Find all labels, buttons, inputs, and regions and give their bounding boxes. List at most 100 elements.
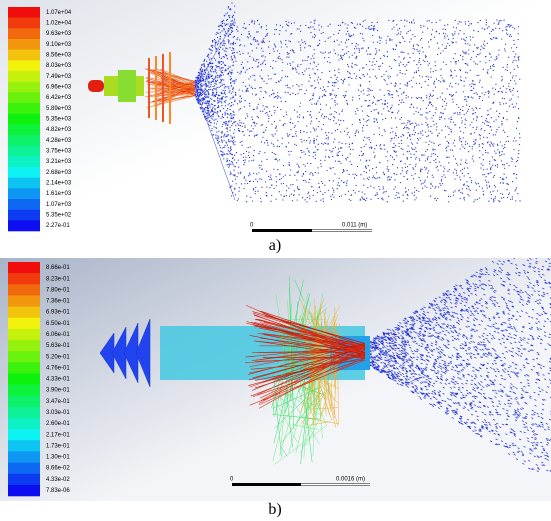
particle: [220, 150, 222, 152]
particle: [375, 194, 377, 196]
particle: [319, 87, 321, 89]
particle: [472, 430, 475, 432]
particle: [244, 100, 246, 102]
particle: [454, 178, 456, 180]
particle: [231, 42, 233, 45]
particle: [266, 35, 268, 37]
particle: [446, 146, 448, 148]
particle: [476, 93, 478, 95]
particle: [289, 121, 291, 123]
particle: [356, 174, 358, 177]
particle: [368, 176, 370, 178]
particle: [533, 447, 536, 450]
particle: [411, 192, 413, 194]
particle: [501, 38, 503, 40]
particle: [286, 63, 289, 65]
particle: [224, 53, 227, 55]
particle: [303, 131, 305, 133]
particle: [292, 67, 294, 70]
particle: [243, 106, 245, 108]
particle: [444, 369, 448, 371]
particle: [209, 125, 211, 127]
particle: [228, 66, 230, 68]
particle: [425, 56, 427, 58]
particle: [224, 101, 226, 103]
particle: [221, 97, 224, 99]
particle: [482, 288, 485, 291]
particle: [231, 185, 233, 187]
particle: [269, 110, 271, 112]
particle: [219, 109, 221, 111]
particle: [404, 348, 407, 351]
particle: [504, 322, 507, 324]
particle: [327, 142, 329, 145]
particle: [229, 126, 231, 128]
particle: [386, 168, 388, 170]
particle: [450, 196, 452, 198]
particle: [400, 357, 403, 360]
particle: [450, 128, 452, 130]
particle: [356, 64, 358, 66]
particle: [273, 153, 275, 155]
particle: [475, 139, 477, 141]
particle: [495, 55, 497, 57]
particle: [391, 104, 393, 106]
particle: [395, 48, 397, 50]
scale-label: 0: [250, 223, 254, 229]
particle: [370, 341, 373, 344]
particle: [516, 375, 519, 378]
particle: [389, 336, 393, 339]
particle: [373, 121, 376, 123]
particle: [377, 353, 381, 355]
particle: [221, 113, 224, 115]
particle: [443, 189, 446, 192]
particle: [308, 154, 310, 157]
particle: [474, 112, 476, 114]
colorbar-cell: [8, 103, 40, 114]
colorbar-label: 4.33e-02: [46, 477, 70, 483]
particle: [510, 35, 512, 37]
particle: [435, 380, 438, 383]
particle: [463, 422, 467, 424]
particle: [444, 118, 446, 120]
particle: [337, 182, 340, 184]
particle: [517, 33, 519, 35]
particle: [490, 172, 492, 174]
particle: [314, 103, 316, 105]
particle: [450, 69, 452, 71]
particle: [234, 56, 236, 58]
particle: [488, 92, 490, 95]
particle: [203, 89, 205, 92]
particle: [495, 58, 498, 60]
particle: [365, 27, 367, 30]
particle: [210, 65, 213, 67]
particle: [452, 376, 456, 378]
particle: [455, 284, 458, 287]
particle: [537, 294, 541, 296]
particle: [485, 421, 488, 424]
particle: [228, 163, 231, 165]
particle: [488, 424, 492, 426]
particle: [455, 41, 457, 43]
particle: [374, 75, 377, 77]
particle: [297, 172, 299, 174]
colorbar-label: 1.30e-01: [46, 455, 70, 461]
particle: [490, 38, 492, 40]
particle: [488, 413, 492, 416]
particle: [501, 97, 504, 99]
particle: [499, 182, 502, 184]
particle: [481, 116, 483, 118]
particle: [331, 194, 333, 196]
particle: [381, 113, 383, 115]
particle: [395, 90, 398, 92]
particle: [448, 142, 450, 144]
particle: [259, 197, 262, 200]
particle: [509, 72, 512, 74]
particle: [225, 142, 228, 144]
particle: [456, 112, 458, 114]
particle: [430, 187, 432, 189]
particle: [510, 397, 513, 400]
particle: [272, 60, 274, 62]
particle: [253, 150, 255, 152]
particle: [383, 365, 386, 367]
